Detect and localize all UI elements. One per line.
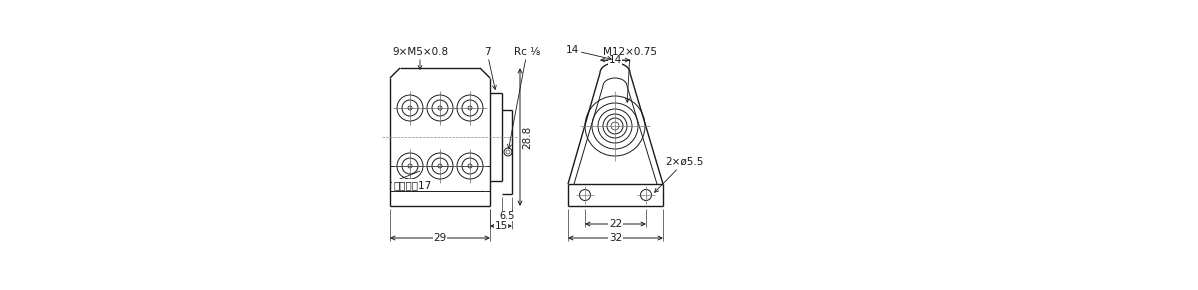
- Text: 2×ø5.5: 2×ø5.5: [654, 157, 703, 192]
- Text: 6.5: 6.5: [500, 211, 515, 221]
- Text: 32: 32: [609, 233, 622, 243]
- Text: 9×M5×0.8: 9×M5×0.8: [392, 47, 448, 69]
- Text: 22: 22: [609, 219, 622, 229]
- Text: 29: 29: [434, 233, 447, 243]
- Text: 14: 14: [565, 45, 611, 60]
- Text: 7: 7: [484, 47, 496, 89]
- Text: 28.8: 28.8: [522, 125, 532, 148]
- Text: 六角対邂17: 六角対邂17: [393, 180, 431, 190]
- Text: 15: 15: [495, 221, 508, 231]
- Text: M12×0.75: M12×0.75: [603, 47, 657, 102]
- Text: Rc ⅛: Rc ⅛: [508, 47, 540, 148]
- Text: 14: 14: [609, 55, 622, 65]
